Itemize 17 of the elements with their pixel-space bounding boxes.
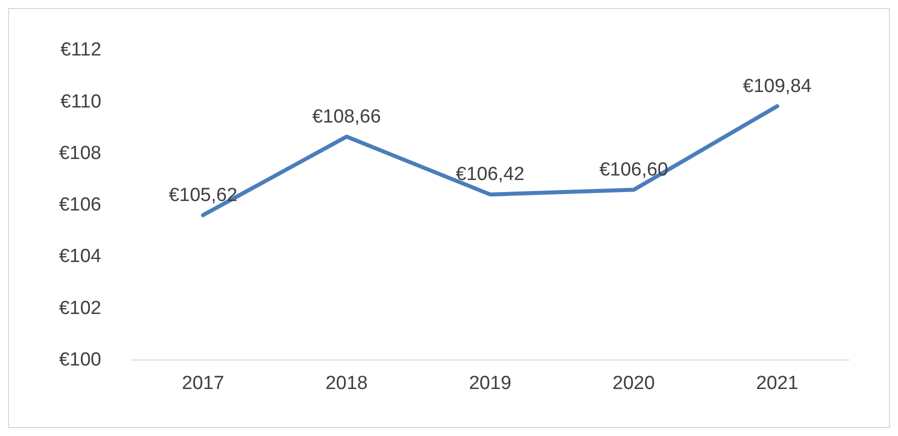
y-tick-label: €102 bbox=[58, 298, 102, 319]
data-label: €108,66 bbox=[312, 106, 381, 128]
y-tick-label: €100 bbox=[58, 349, 102, 370]
y-tick-label: €104 bbox=[58, 246, 102, 268]
y-tick-label: €112 bbox=[60, 40, 102, 61]
y-tick-label: €106 bbox=[58, 194, 102, 216]
data-label: €105,62 bbox=[168, 184, 238, 206]
x-tick-label: 2020 bbox=[612, 372, 655, 394]
data-label: €109,84 bbox=[742, 76, 812, 97]
y-tick-label: €110 bbox=[60, 91, 102, 112]
y-tick-label: €108 bbox=[58, 142, 102, 164]
x-tick-label: 2019 bbox=[468, 372, 512, 394]
x-tick-label: 2018 bbox=[325, 372, 368, 394]
x-tick-label: 2017 bbox=[182, 372, 224, 394]
data-label: €106,60 bbox=[599, 160, 668, 181]
data-label: €106,42 bbox=[456, 164, 524, 186]
x-tick-label: 2021 bbox=[756, 372, 798, 394]
